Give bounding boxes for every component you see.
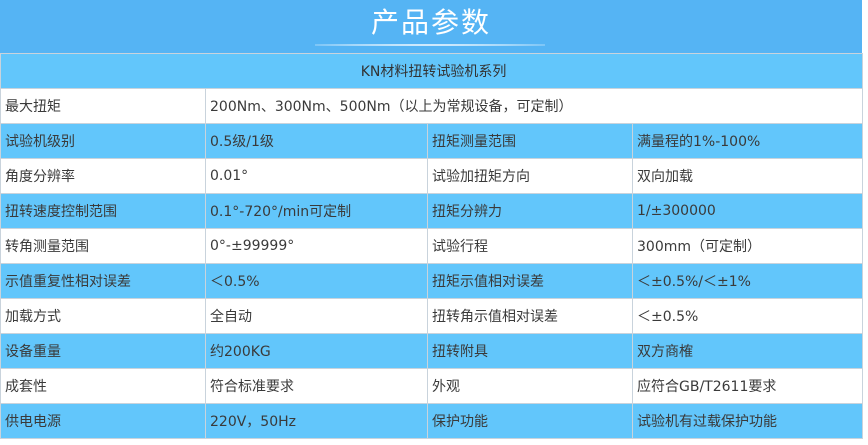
param-label: 最大扭矩: [0, 88, 206, 124]
title-underline: [315, 44, 545, 46]
table-row: 转角测量范围 0°-±99999° 试验行程 300mm（可定制）: [0, 228, 864, 264]
spec-table: KN材料扭转试验机系列 最大扭矩 200Nm、300Nm、500Nm（以上为常规设…: [0, 53, 864, 439]
param-label: 供电电源: [0, 403, 206, 439]
section-title: 产品参数: [370, 6, 491, 39]
param-label: 扭矩测量范围: [427, 123, 633, 159]
table-row: 角度分辨率 0.01° 试验加扭矩方向 双向加载: [0, 158, 864, 194]
param-value: 满量程的1%-100%: [631, 123, 864, 159]
param-label: 扭转角示值相对误差: [427, 298, 633, 334]
param-label: 扭转速度控制范围: [0, 193, 206, 229]
section-header: 产品参数: [0, 0, 862, 53]
table-row: 加载方式 全自动 扭转角示值相对误差 ＜±0.5%: [0, 298, 864, 334]
param-label: 扭转附具: [427, 333, 633, 369]
param-value: ＜0.5%: [205, 263, 428, 299]
param-value: 双方商榷: [631, 333, 864, 369]
param-value: 试验机有过载保护功能: [631, 403, 864, 439]
param-value: 200Nm、300Nm、500Nm（以上为常规设备，可定制）: [204, 88, 864, 124]
param-value: 应符合GB/T2611要求: [631, 368, 864, 404]
param-value: 0°-±99999°: [205, 228, 428, 264]
param-value: 300mm（可定制）: [631, 228, 864, 264]
param-value: 全自动: [205, 298, 428, 334]
table-row: 设备重量 约200KG 扭转附具 双方商榷: [0, 333, 864, 369]
param-value: 符合标准要求: [205, 368, 428, 404]
param-label: 角度分辨率: [0, 158, 206, 194]
param-value: 0.01°: [205, 158, 428, 194]
param-label: 外观: [427, 368, 633, 404]
param-label: 成套性: [0, 368, 206, 404]
param-label: 扭矩分辨力: [427, 193, 633, 229]
param-value: ＜±0.5%: [631, 298, 864, 334]
table-row: 扭转速度控制范围 0.1°-720°/min可定制 扭矩分辨力 1/±300000: [0, 193, 864, 229]
param-value: 1/±300000: [631, 193, 864, 229]
param-value: 220V，50Hz: [205, 403, 428, 439]
param-label: 扭矩示值相对误差: [427, 263, 633, 299]
param-label: 试验加扭矩方向: [427, 158, 633, 194]
param-value: 约200KG: [205, 333, 428, 369]
table-row: 试验机级别 0.5级/1级 扭矩测量范围 满量程的1%-100%: [0, 123, 864, 159]
param-label: 设备重量: [0, 333, 206, 369]
param-label: 转角测量范围: [0, 228, 206, 264]
series-row: KN材料扭转试验机系列: [0, 53, 864, 89]
param-label: 示值重复性相对误差: [0, 263, 206, 299]
param-value: 0.1°-720°/min可定制: [205, 193, 428, 229]
series-name: KN材料扭转试验机系列: [0, 53, 864, 89]
table-row: 供电电源 220V，50Hz 保护功能 试验机有过载保护功能: [0, 403, 864, 439]
param-label: 加载方式: [0, 298, 206, 334]
param-label: 试验行程: [427, 228, 633, 264]
table-row: 成套性 符合标准要求 外观 应符合GB/T2611要求: [0, 368, 864, 404]
param-label: 试验机级别: [0, 123, 206, 159]
table-row: 示值重复性相对误差 ＜0.5% 扭矩示值相对误差 ＜±0.5%/＜±1%: [0, 263, 864, 299]
param-value: ＜±0.5%/＜±1%: [631, 263, 864, 299]
table-row: 最大扭矩 200Nm、300Nm、500Nm（以上为常规设备，可定制）: [0, 88, 864, 124]
param-value: 双向加载: [631, 158, 864, 194]
param-label: 保护功能: [427, 403, 633, 439]
param-value: 0.5级/1级: [205, 123, 428, 159]
